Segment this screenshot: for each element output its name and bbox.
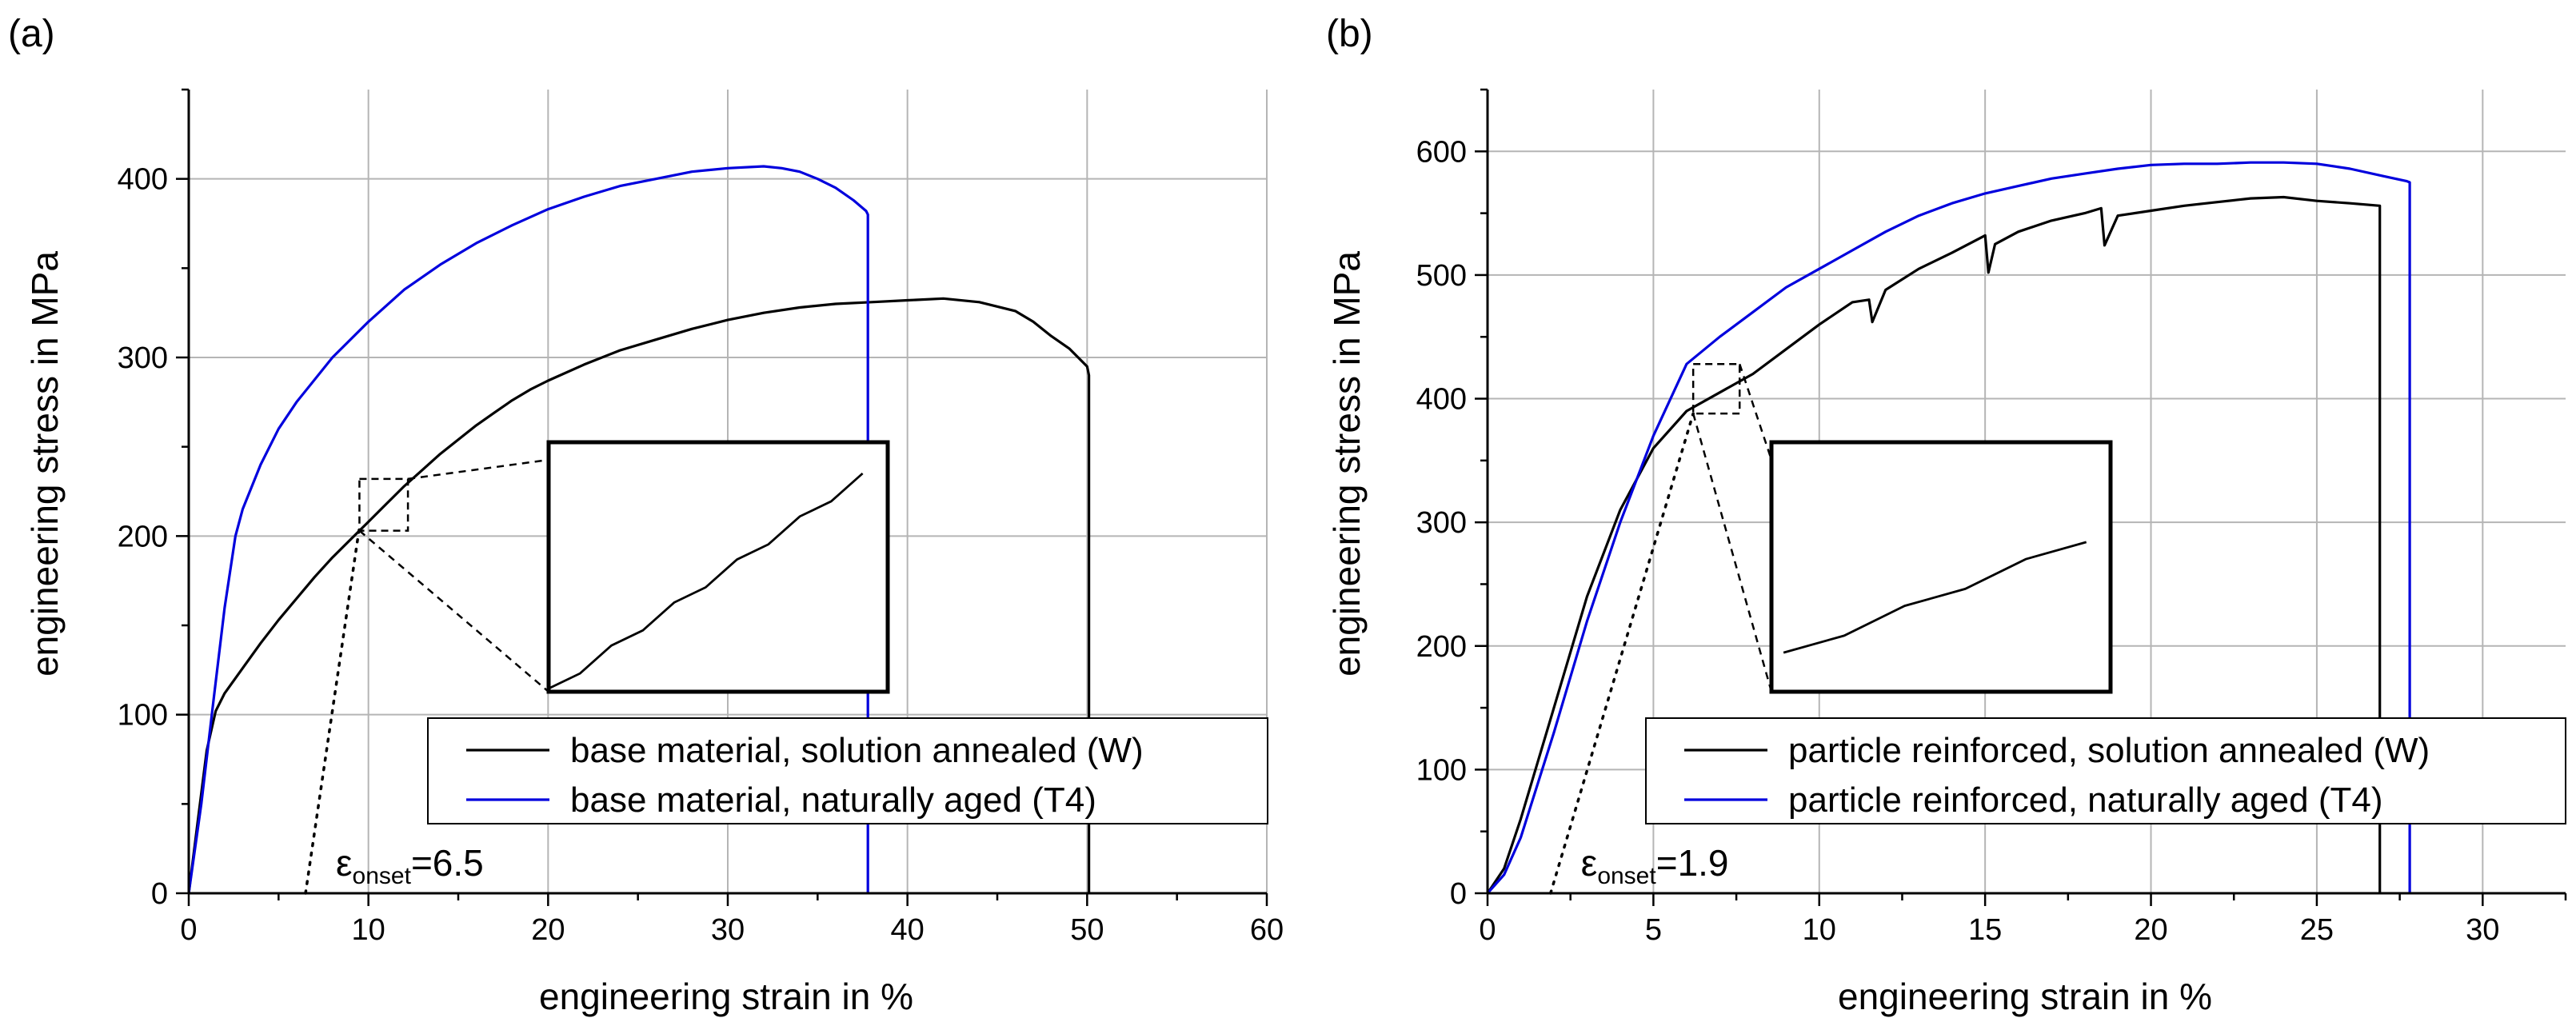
x-tick-label: 15 — [1968, 913, 2002, 947]
x-axis-label: engineering strain in % — [539, 976, 913, 1017]
inset-curve — [1783, 541, 2087, 654]
y-axis-label: engineering stress in MPa — [24, 251, 66, 677]
inset-frame — [1769, 440, 2113, 694]
zoom-inset — [546, 440, 890, 694]
axis-ticks: 0 10 20 30 40 50 60 0 100 200 300 400 — [118, 88, 1284, 947]
zoom-connector — [1739, 363, 1773, 461]
series-group — [1486, 161, 2411, 895]
inset-frame — [546, 440, 890, 694]
axes-frame — [1486, 90, 2566, 895]
x-tick-label: 10 — [1803, 913, 1836, 947]
y-tick-label: 600 — [1416, 135, 1467, 169]
onset-tangent-line — [304, 525, 361, 895]
series-group — [187, 165, 1091, 894]
annotation-group — [1549, 362, 1773, 895]
x-tick-label: 20 — [2134, 913, 2167, 947]
legend-box — [1645, 717, 2566, 824]
y-tick-label: 400 — [1416, 383, 1467, 417]
legend-label: base material, solution annealed (W) — [570, 731, 1144, 770]
zoom-box — [358, 477, 409, 532]
onset-symbol: ε — [1581, 842, 1598, 884]
y-tick-label: 0 — [151, 877, 168, 911]
x-tick-label: 0 — [180, 913, 197, 947]
onset-subscript: onset — [1597, 863, 1656, 889]
x-tick-label: 5 — [1645, 913, 1662, 947]
zoom-connector — [407, 458, 549, 481]
y-tick-label: 100 — [1416, 753, 1467, 787]
panel-a: (a) engineering stress in MPa engineerin… — [8, 13, 1284, 1017]
y-tick-label: 100 — [118, 699, 168, 733]
x-axis-label: engineering strain in % — [1838, 976, 2212, 1017]
onset-tangent-line — [1549, 412, 1695, 895]
y-tick-label: 300 — [1416, 506, 1467, 540]
annotation-group — [304, 458, 549, 895]
x-tick-label: 0 — [1479, 913, 1496, 947]
y-tick-label: 200 — [118, 520, 168, 553]
zoom-inset — [1769, 440, 2113, 694]
y-tick-label: 400 — [118, 163, 168, 197]
legend-label: base material, naturally aged (T4) — [570, 780, 1096, 820]
y-axis-label: engineering stress in MPa — [1326, 251, 1368, 677]
x-tick-label: 60 — [1250, 913, 1284, 947]
zoom-connector — [358, 529, 549, 693]
series-line-0 — [187, 297, 1091, 894]
series-line-1 — [187, 165, 869, 894]
x-tick-label: 25 — [2300, 913, 2334, 947]
onset-annotation: εonset=1.9 — [1581, 842, 1729, 889]
onset-subscript: onset — [353, 863, 412, 889]
x-tick-label: 50 — [1070, 913, 1104, 947]
series-line-0 — [1486, 195, 2382, 894]
panel-label: (a) — [8, 13, 55, 55]
legend: particle reinforced, solution annealed (… — [1645, 717, 2566, 824]
axes-frame — [187, 90, 1267, 895]
x-tick-label: 30 — [711, 913, 745, 947]
legend-label: particle reinforced, naturally aged (T4) — [1788, 780, 2382, 820]
grid — [189, 90, 1268, 893]
series-line-1 — [1486, 161, 2411, 895]
inset-curve — [548, 472, 864, 690]
onset-value: =1.9 — [1656, 842, 1729, 884]
x-tick-label: 20 — [531, 913, 565, 947]
panel-label: (b) — [1326, 13, 1373, 55]
x-tick-label: 40 — [891, 913, 925, 947]
y-tick-label: 0 — [1450, 877, 1467, 911]
onset-value: =6.5 — [411, 842, 484, 884]
onset-symbol: ε — [336, 842, 353, 884]
zoom-box — [1691, 362, 1741, 415]
y-tick-label: 500 — [1416, 259, 1467, 293]
x-tick-label: 10 — [352, 913, 385, 947]
x-tick-label: 30 — [2466, 913, 2499, 947]
y-tick-label: 300 — [118, 341, 168, 375]
legend-box — [427, 717, 1268, 824]
zoom-connector — [1691, 413, 1773, 693]
legend-label: particle reinforced, solution annealed (… — [1788, 731, 2430, 770]
panel-b: (b) engineering stress in MPa engineerin… — [1326, 13, 2567, 1017]
legend: base material, solution annealed (W) base… — [427, 717, 1268, 824]
onset-annotation: εonset=6.5 — [336, 842, 484, 889]
y-tick-label: 200 — [1416, 630, 1467, 664]
